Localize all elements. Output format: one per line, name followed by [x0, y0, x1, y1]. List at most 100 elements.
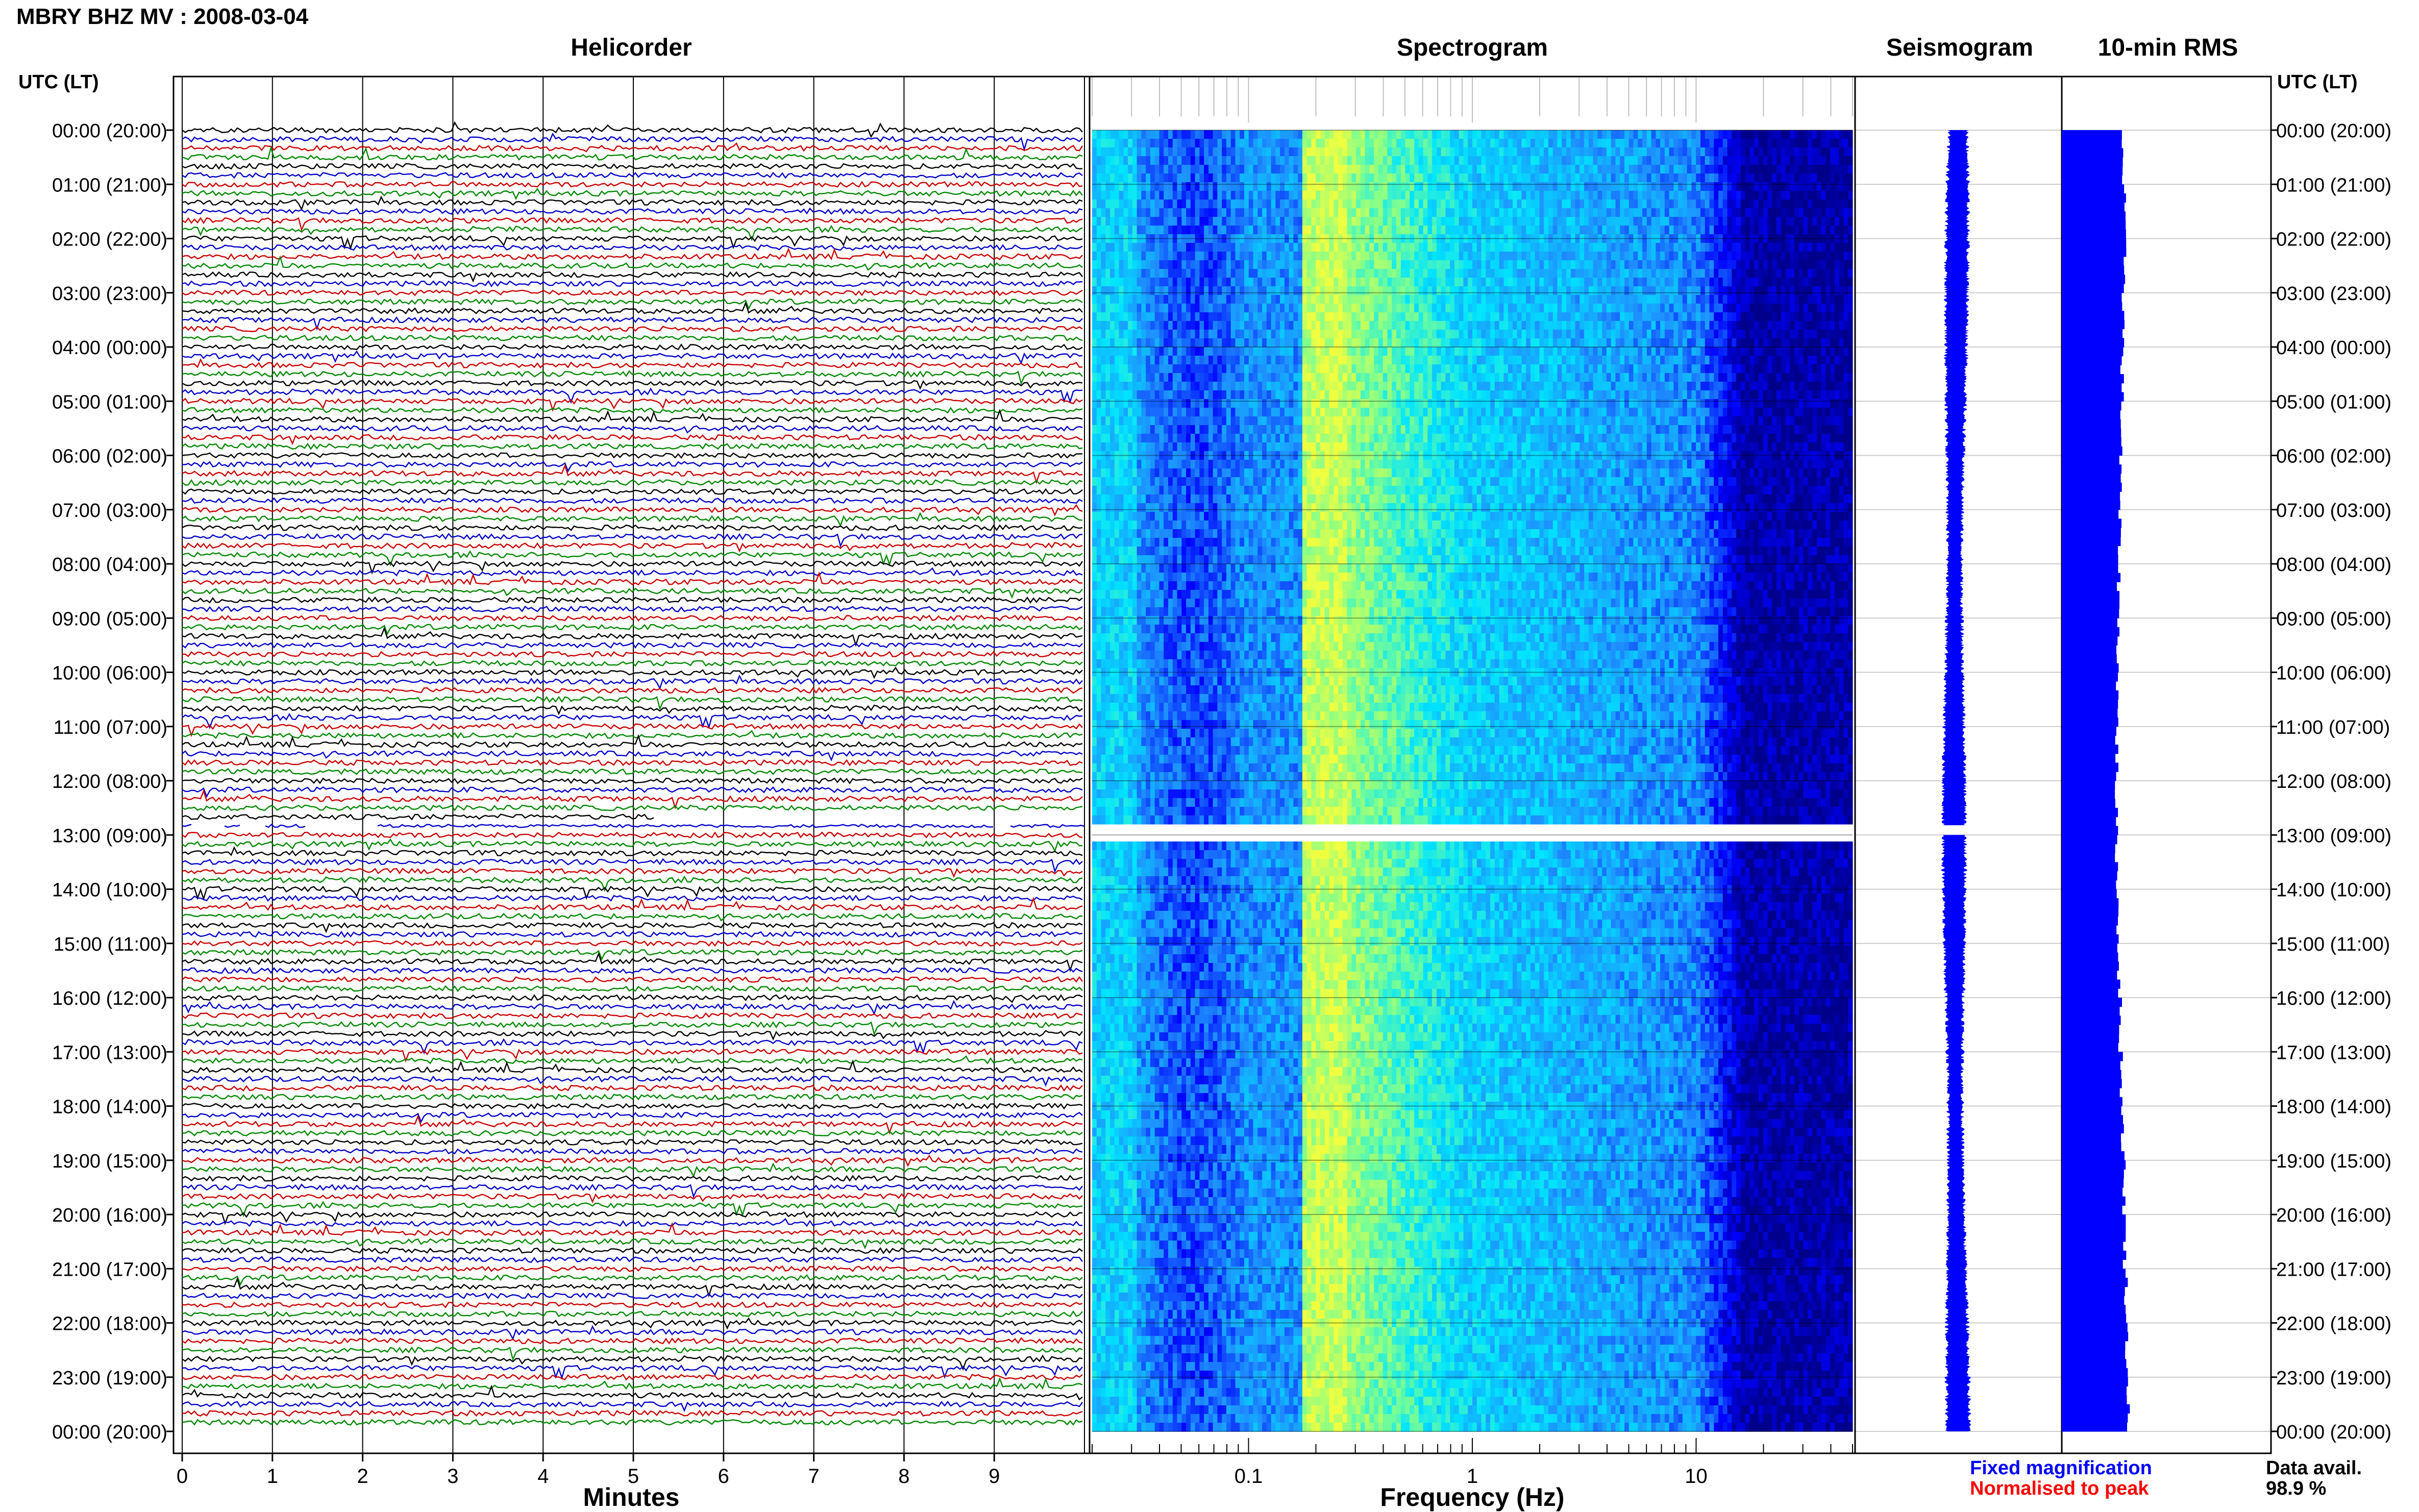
spectrogram-cell — [1155, 147, 1159, 157]
spectrogram-cell — [1244, 139, 1249, 148]
spectrogram-cell — [1521, 130, 1526, 139]
spectrogram-cell — [1799, 147, 1804, 157]
spectrogram-cell — [1754, 156, 1759, 165]
spectrogram-cell — [1844, 130, 1848, 139]
spectrogram-cell — [1369, 147, 1374, 157]
spectrogram-cell — [1222, 147, 1226, 157]
spectrogram-cell — [1454, 139, 1459, 148]
spectrogram-cell — [1267, 156, 1271, 165]
spectrogram-cell — [1441, 147, 1446, 157]
spectrogram-cell — [1383, 156, 1388, 165]
time-tick-label-left: 03:00 (23:00) — [52, 283, 167, 305]
spectrogram-cell — [1132, 165, 1137, 174]
spectrogram-cell — [1423, 156, 1428, 165]
spectrogram-cell — [1177, 139, 1182, 148]
spectrogram-cell — [1575, 139, 1580, 148]
time-tick-label-left: 21:00 (17:00) — [52, 1259, 167, 1280]
spectrogram-cell — [1092, 147, 1097, 157]
spectrogram-cell — [1835, 147, 1839, 157]
spectrogram-cell — [1749, 147, 1754, 157]
spectrogram-cell — [1374, 130, 1378, 139]
spectrogram-cell — [1361, 147, 1365, 157]
spectrogram-cell — [1558, 139, 1562, 148]
spectrogram-cell — [1759, 130, 1763, 139]
spectrogram-cell — [1638, 165, 1642, 174]
spectrogram-cell — [1115, 165, 1119, 174]
spectrogram-cell — [1687, 139, 1692, 148]
spectrogram-cell — [1629, 165, 1634, 174]
spectrogram-cell — [1414, 165, 1419, 174]
spectrogram-cell — [1848, 165, 1853, 174]
spectrogram-cell — [1338, 139, 1343, 148]
spectrogram-cell — [1754, 147, 1759, 157]
spectrogram-cell — [1830, 147, 1835, 157]
spectrogram-cell — [1696, 165, 1700, 174]
spectrogram-cell — [1683, 156, 1687, 165]
spectrogram-cell — [1602, 130, 1607, 139]
spectrogram-cell — [1835, 156, 1839, 165]
spectrogram-cell — [1320, 165, 1325, 174]
spectrogram-cell — [1427, 165, 1432, 174]
spectrogram-cell — [1168, 147, 1173, 157]
spectrogram-cell — [1298, 147, 1302, 157]
time-tick-label-left: 06:00 (02:00) — [52, 446, 167, 467]
spectrogram-cell — [1401, 130, 1405, 139]
spectrogram-cell — [1186, 139, 1191, 148]
spectrogram-cell — [1540, 156, 1544, 165]
spectrogram-cell — [1710, 130, 1714, 139]
spectrogram-cell — [1123, 147, 1128, 157]
spectrogram-cell — [1401, 139, 1405, 148]
spectrogram-cell — [1611, 156, 1616, 165]
spectrogram-cell — [1137, 173, 1142, 183]
spectrogram-cell — [1222, 173, 1226, 183]
spectrogram-cell — [1280, 165, 1285, 174]
spectrogram-cell — [1159, 165, 1164, 174]
spectrogram-cell — [1155, 165, 1159, 174]
spectrogram-cell — [1808, 156, 1812, 165]
spectrogram-cell — [1526, 147, 1531, 157]
spectrogram-cell — [1132, 173, 1137, 183]
spectrogram-cell — [1749, 165, 1754, 174]
spectrogram-cell — [1226, 173, 1231, 183]
spectrogram-cell — [1236, 156, 1240, 165]
spectrogram-cell — [1213, 156, 1218, 165]
spectrogram-cell — [1468, 156, 1472, 165]
spectrogram-cell — [1669, 130, 1674, 139]
spectrogram-cell — [1727, 156, 1732, 165]
spectrogram-cell — [1817, 156, 1821, 165]
spectrogram-cell — [1271, 165, 1276, 174]
spectrogram-cell — [1683, 147, 1687, 157]
spectrogram-cell — [1486, 147, 1490, 157]
spectrogram-cell — [1374, 165, 1378, 174]
time-tick-label-right: 22:00 (18:00) — [2276, 1313, 2391, 1335]
spectrogram-cell — [1736, 147, 1741, 157]
spectrogram-cell — [1718, 165, 1723, 174]
spectrogram-cell — [1723, 165, 1727, 174]
spectrogram-cell — [1177, 165, 1182, 174]
spectrogram-cell — [1665, 165, 1669, 174]
spectrogram-cell — [1257, 130, 1262, 139]
spectrogram-cell — [1195, 139, 1200, 148]
spectrogram-cell — [1634, 139, 1638, 148]
spectrogram-cell — [1692, 147, 1696, 157]
spectrogram-cell — [1110, 147, 1115, 157]
spectrogram-cell — [1181, 139, 1186, 148]
spectrogram-cell — [1669, 165, 1674, 174]
spectrogram-cell — [1482, 139, 1486, 148]
spectrogram-cell — [1727, 130, 1732, 139]
spectrogram-cell — [1607, 165, 1611, 174]
spectrogram-cell — [1191, 130, 1195, 139]
spectrogram-cell — [1405, 156, 1410, 165]
spectrogram-cell — [1356, 130, 1361, 139]
spectrogram-cell — [1181, 165, 1186, 174]
spectrogram-cell — [1150, 139, 1155, 148]
spectrogram-cell — [1571, 130, 1575, 139]
time-tick-label-right: 21:00 (17:00) — [2276, 1259, 2391, 1280]
spectrogram-cell — [1253, 130, 1258, 139]
spectrogram-cell — [1191, 165, 1195, 174]
spectrogram-cell — [1839, 139, 1844, 148]
spectrogram-cell — [1257, 165, 1262, 174]
time-tick-label-left: 14:00 (10:00) — [52, 880, 167, 901]
spectrogram-cell — [1267, 130, 1271, 139]
spectrogram-cell — [1553, 139, 1558, 148]
